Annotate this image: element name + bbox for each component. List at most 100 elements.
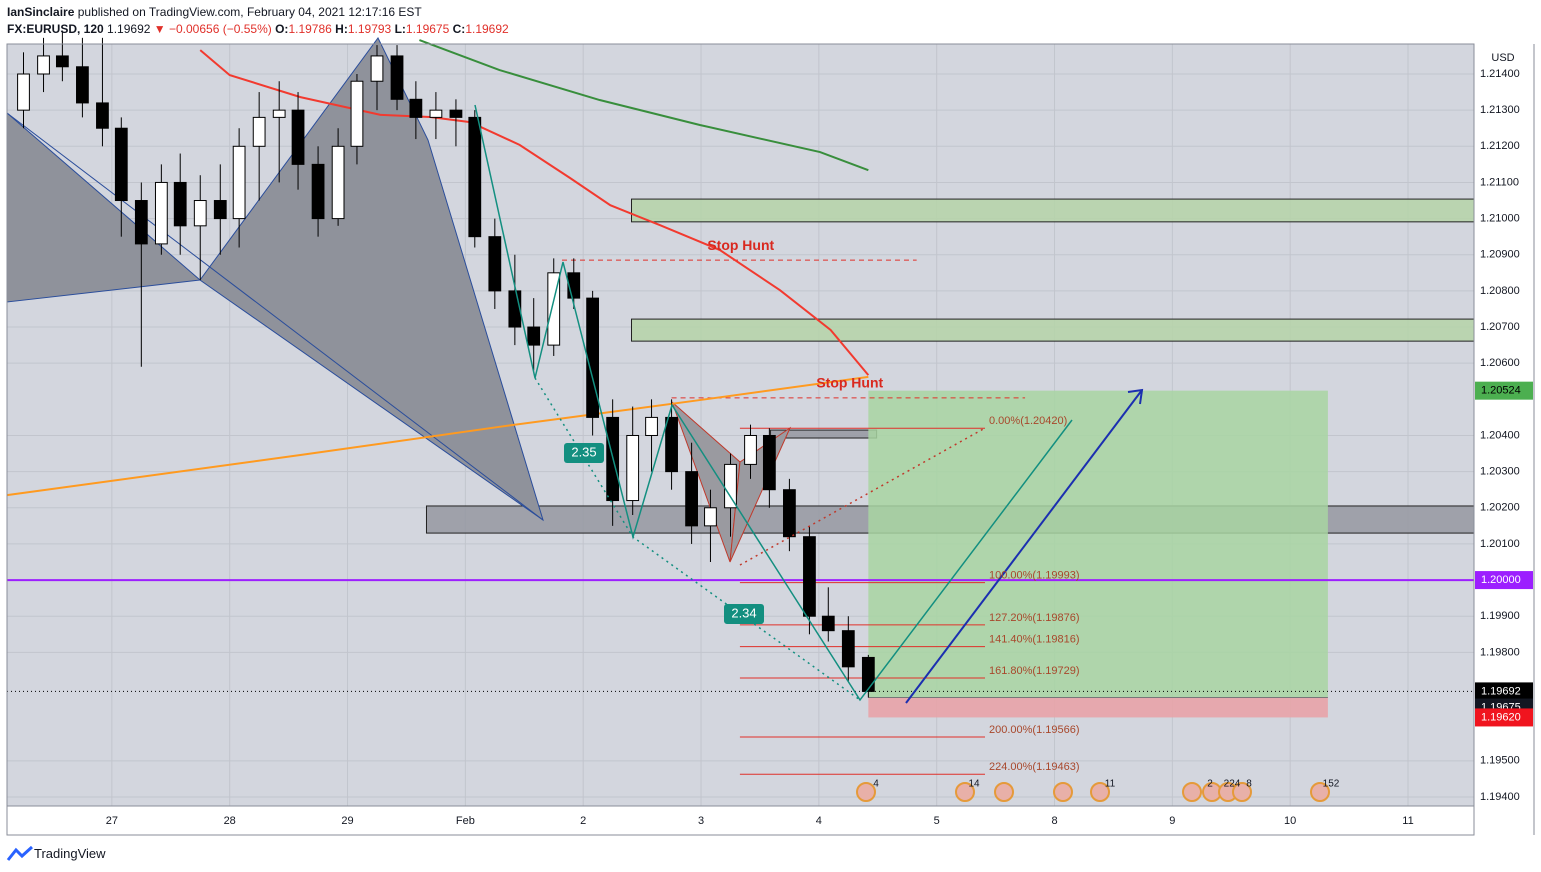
- ohlc-value: 1.19675: [405, 22, 450, 36]
- candle-body: [114, 127, 128, 202]
- price-tag: [1475, 381, 1533, 400]
- price-tag: [1475, 708, 1533, 727]
- candle-body: [134, 200, 148, 245]
- y-tick-label: 1.20700: [1480, 321, 1520, 333]
- event-count: 4: [873, 779, 879, 790]
- logo-shape: [6, 845, 34, 861]
- candle-body: [37, 55, 50, 75]
- event-count: 11: [1105, 779, 1116, 790]
- y-tick-label: 1.20900: [1480, 249, 1520, 261]
- x-tick-label: 10: [1284, 815, 1296, 827]
- price-tag-label: 1.19692: [1481, 685, 1521, 697]
- candle-body: [724, 463, 737, 509]
- ohlc-label: H:: [335, 22, 348, 36]
- candle-body: [468, 116, 482, 238]
- y-tick-label: 1.20300: [1480, 466, 1520, 478]
- candle-body: [331, 145, 345, 220]
- event-count: 152: [1323, 779, 1340, 790]
- stop-hunt-label: Stop Hunt: [816, 375, 883, 391]
- zone: [631, 198, 1475, 223]
- stop-hunt-label: Stop Hunt: [707, 237, 774, 253]
- event-count: 8: [1246, 779, 1252, 790]
- candle-body: [861, 656, 875, 692]
- event-icon: [856, 782, 876, 802]
- candle-body: [429, 109, 443, 118]
- moving-averages: [6, 39, 870, 497]
- candle-body: [744, 434, 757, 465]
- candle-body: [527, 326, 541, 346]
- events: 4 14 11 2 224 8 152: [856, 779, 1340, 802]
- y-tick-label: 1.19800: [1480, 646, 1520, 658]
- candle-body: [311, 163, 325, 220]
- candle-body: [762, 434, 776, 491]
- y-tick-label: 1.20800: [1480, 285, 1520, 297]
- y-tick-label: 1.19900: [1480, 610, 1520, 622]
- candle-body: [213, 200, 227, 220]
- event-icon: [994, 782, 1014, 802]
- pattern-edge: [6, 112, 544, 521]
- publish-line: IanSinclaire published on TradingView.co…: [7, 5, 422, 19]
- target-area: [868, 390, 1328, 698]
- event-icon: [1310, 782, 1330, 802]
- candle-body: [390, 55, 404, 100]
- brand: TradingView: [34, 846, 106, 861]
- candle-body: [96, 102, 109, 129]
- fib-label: 100.00%(1.19993): [989, 570, 1080, 582]
- fib-label: 161.80%(1.19729): [989, 665, 1080, 677]
- y-tick-label: 1.21300: [1480, 104, 1520, 116]
- candle-body: [232, 145, 246, 220]
- stop-area: [868, 697, 1328, 718]
- last-price: 1.19692: [107, 22, 151, 36]
- price-tag-label: 1.20000: [1481, 574, 1521, 586]
- zigzag-dotted: [534, 377, 861, 701]
- candle-body: [783, 489, 796, 538]
- y-tick-label: 1.20400: [1480, 429, 1520, 441]
- candle-body: [841, 630, 855, 668]
- event-icon: [1090, 782, 1110, 802]
- candles: [7, 30, 1474, 698]
- x-tick-label: 27: [106, 815, 118, 827]
- candle-body: [173, 181, 187, 227]
- arrow: [905, 389, 1143, 704]
- symbol: FX:EURUSD, 120: [7, 22, 104, 36]
- x-tick-label: Feb: [456, 815, 475, 827]
- candle-body: [17, 73, 30, 111]
- x-tick-label: 4: [816, 815, 822, 827]
- y-tick-label: 1.19500: [1480, 755, 1520, 767]
- y-tick-label: 1.20600: [1480, 357, 1520, 369]
- ohlc-value: 1.19793: [347, 22, 392, 36]
- candle-body: [586, 297, 600, 418]
- event-count: 2: [1207, 779, 1213, 790]
- frame: [6, 43, 1475, 836]
- ohlc-label: O:: [275, 22, 289, 36]
- candle-body: [803, 536, 816, 617]
- candle-body: [547, 272, 561, 346]
- zone: [631, 318, 1475, 342]
- ohlc-label: C:: [452, 22, 466, 36]
- candle-body: [291, 109, 305, 165]
- ratio-box: [724, 604, 764, 624]
- fib-label: 127.20%(1.19876): [989, 612, 1080, 624]
- candle-body: [55, 55, 69, 68]
- price-tag: [1475, 682, 1533, 701]
- ohlc-label: L:: [394, 22, 406, 36]
- event-icon: [1182, 782, 1202, 802]
- moving-average: [6, 375, 869, 497]
- drawings: [474, 104, 1144, 704]
- candle-body: [567, 272, 581, 299]
- candle-body: [350, 80, 364, 147]
- x-tick-label: 5: [934, 815, 940, 827]
- fib-label: 141.40%(1.19816): [989, 633, 1080, 645]
- price-tag-label: 1.19620: [1481, 711, 1521, 723]
- event-count: 224: [1224, 779, 1241, 790]
- y-tick-label: 1.20200: [1480, 502, 1520, 514]
- symbol-line: FX:EURUSD, 120 1.19692 ▼ −0.00656 (−0.55…: [7, 22, 509, 36]
- y-tick-label: 1.21000: [1480, 213, 1520, 225]
- candle-body: [704, 507, 717, 527]
- fib-label: 0.00%(1.20420): [989, 415, 1067, 427]
- pattern-shape: [199, 37, 544, 522]
- candle-body: [409, 98, 423, 118]
- x-tick-label: 28: [224, 815, 236, 827]
- candle-body: [193, 200, 207, 227]
